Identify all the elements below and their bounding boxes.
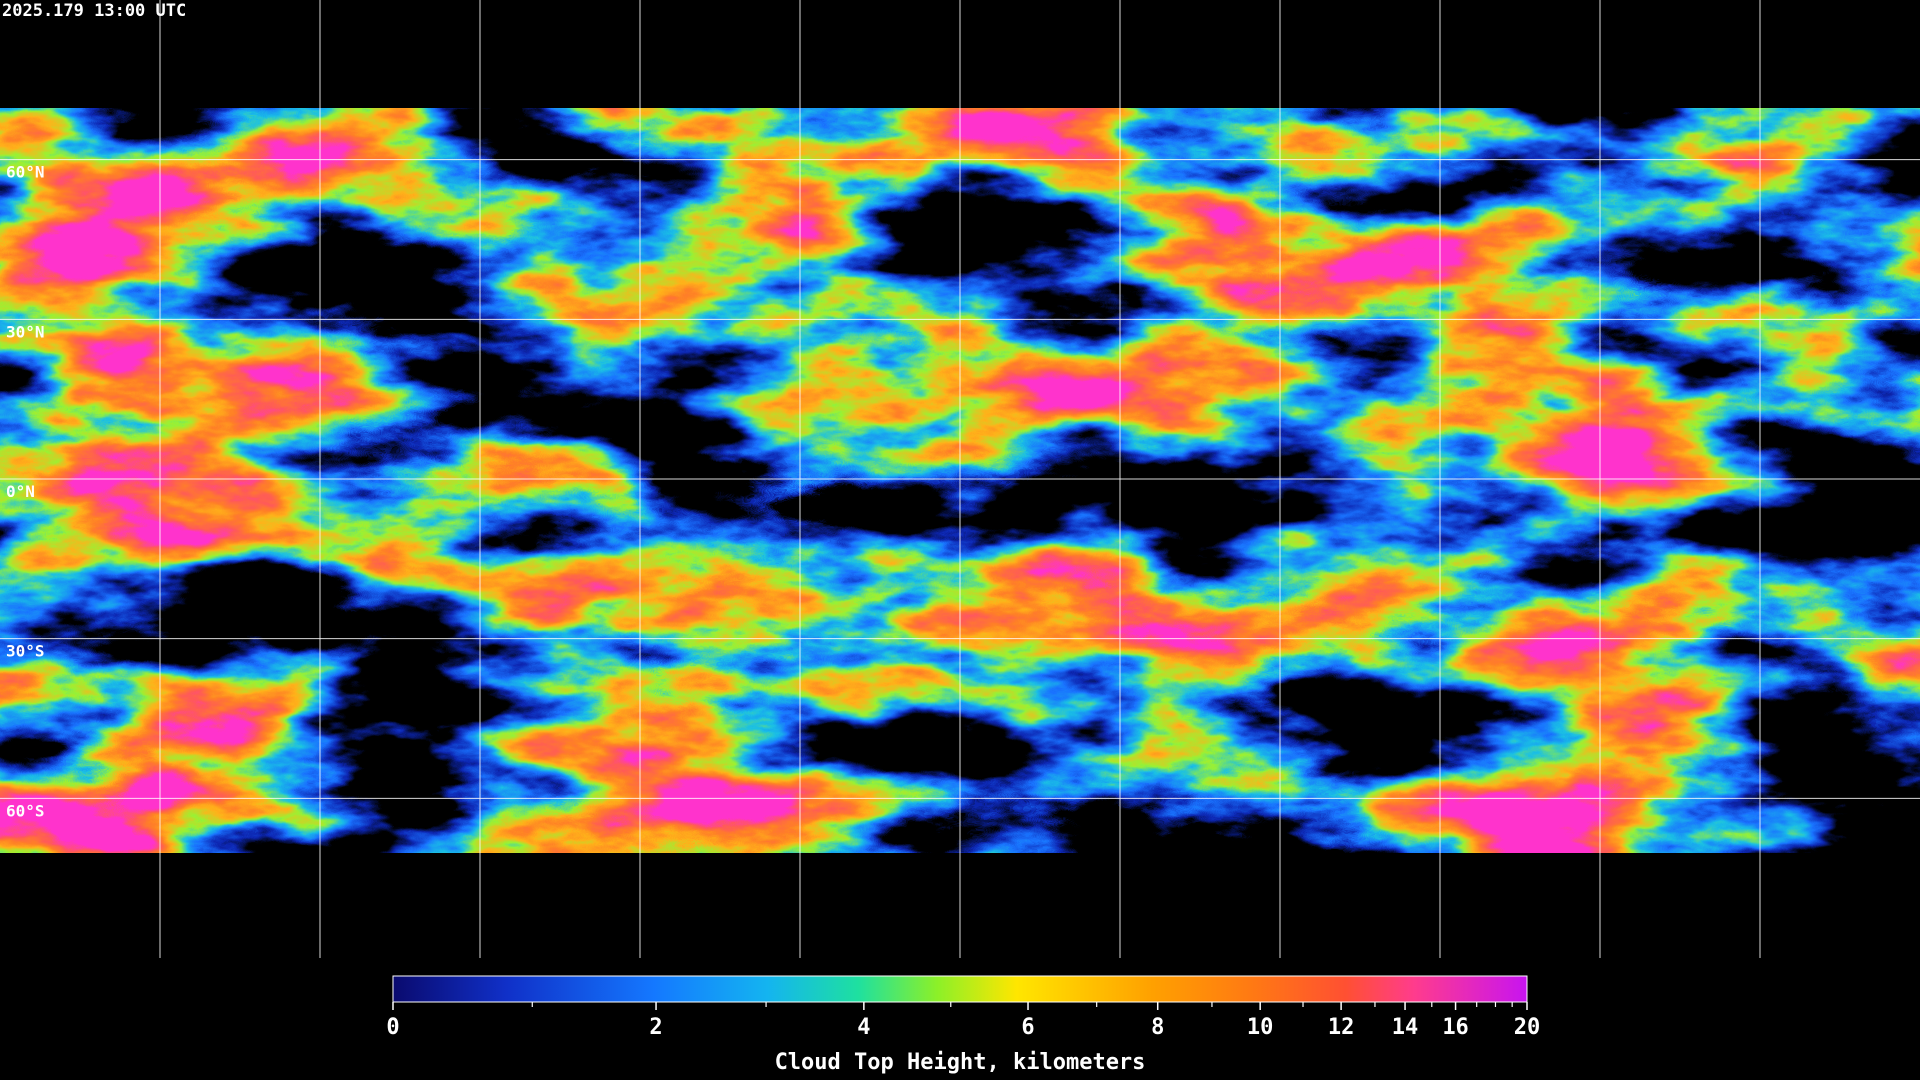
latitude-label: 0°N — [6, 482, 35, 501]
colorbar-tick-label: 14 — [1392, 1015, 1419, 1040]
colorbar — [392, 975, 1528, 1003]
colorbar-tick-label: 12 — [1328, 1015, 1355, 1040]
colorbar-label: Cloud Top Height, kilometers — [775, 1050, 1146, 1075]
latitude-label: 60°S — [6, 801, 45, 820]
colorbar-axis: 0 2 4 6 8 10 12 14 16 20 — [386, 1002, 1540, 1040]
colorbar-tick-label: 6 — [1021, 1015, 1034, 1040]
colorbar-tick-label: 16 — [1442, 1015, 1469, 1040]
colorbar-tick-label: 4 — [857, 1015, 870, 1040]
timestamp: 2025.179 13:00 UTC — [2, 1, 186, 21]
latitude-label: 30°N — [6, 322, 45, 341]
latitude-label: 30°S — [6, 642, 45, 661]
colorbar-tick-label: 0 — [386, 1015, 399, 1040]
latitude-label: 60°N — [6, 163, 45, 182]
colorbar-tick-label: 10 — [1247, 1015, 1274, 1040]
colorbar-tick-label: 8 — [1151, 1015, 1164, 1040]
graticule: 60°N 30°N 0°N 30°S 60°S — [0, 0, 1920, 958]
colorbar-tick-label: 2 — [649, 1015, 662, 1040]
colorbar-tick-label: 20 — [1514, 1015, 1541, 1040]
